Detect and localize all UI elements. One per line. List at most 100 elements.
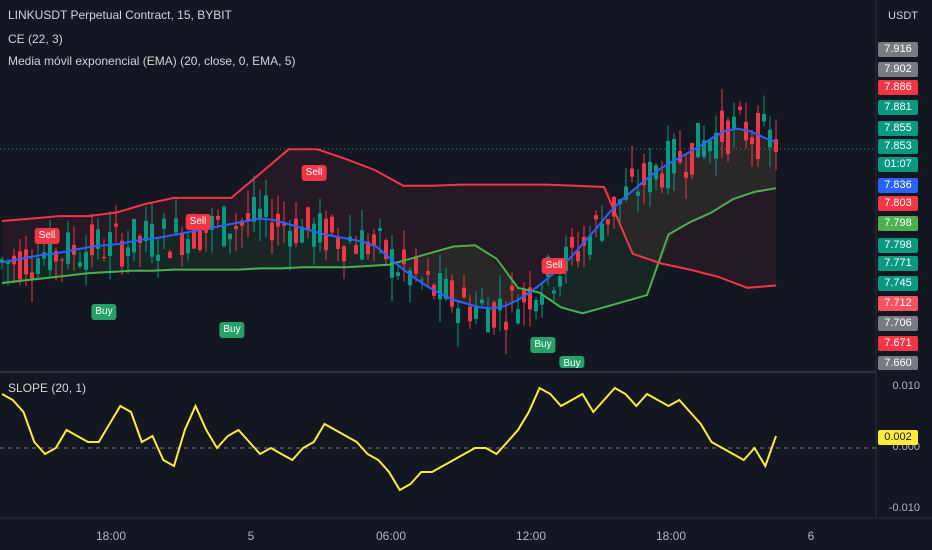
candle-body [642, 163, 646, 186]
candle-body [120, 240, 124, 267]
candle-body [54, 251, 58, 262]
ema-line [1, 127, 777, 310]
candle-body [486, 308, 490, 333]
candle-body [528, 287, 532, 310]
candle-body [606, 219, 610, 225]
candle-body [378, 228, 382, 232]
candle-body [264, 195, 268, 217]
candle-body [60, 259, 64, 261]
candle-body [768, 129, 772, 148]
candle-body [516, 309, 520, 324]
candle-body [492, 302, 496, 328]
candle-body [510, 285, 514, 291]
candle-body [468, 306, 472, 322]
candle-body [720, 110, 724, 143]
candle-body [114, 223, 118, 227]
ce-long-fill [2, 128, 776, 314]
candle-body [570, 236, 574, 248]
candle-body [624, 186, 628, 200]
candle-body [450, 280, 454, 307]
candle-body [18, 251, 22, 280]
candle-body [192, 216, 196, 249]
symbol-title: LINKUSDT Perpetual Contract, 15, BYBIT [8, 8, 232, 22]
candle-body [462, 287, 466, 298]
candle-body [150, 224, 154, 257]
price-label: 7.881 [878, 100, 918, 115]
candle-body [48, 230, 52, 271]
candle-body [0, 259, 4, 263]
candle-body [300, 226, 304, 243]
candle-body [210, 216, 214, 230]
candle-body [294, 218, 298, 244]
price-label: 7.745 [878, 276, 918, 291]
candle-body [144, 220, 148, 242]
candle-body [186, 239, 190, 254]
candle-body [312, 223, 316, 247]
candle-body [774, 139, 778, 152]
candle-body [168, 251, 172, 259]
candle-body [246, 212, 250, 221]
candle-body [480, 299, 484, 304]
candle-body [384, 240, 388, 260]
slope-indicator-label[interactable]: SLOPE (20, 1) [8, 381, 87, 395]
candle-body [690, 143, 694, 175]
candle-body [756, 112, 760, 159]
candle-body [360, 230, 364, 260]
price-label: 7.803 [878, 196, 918, 211]
candle-body [156, 254, 160, 261]
sell-signal: Sell [185, 214, 211, 230]
candle-body [726, 120, 730, 155]
candle-body [660, 173, 664, 188]
candle-body [66, 232, 70, 264]
candle-body [228, 233, 232, 240]
candle-body [282, 222, 286, 226]
candle-body [252, 197, 256, 222]
candle-body [702, 140, 706, 157]
candle-body [354, 244, 358, 254]
candle-body [714, 132, 718, 159]
candle-body [630, 168, 634, 177]
countdown-label: 01:07 [878, 157, 918, 172]
ce-indicator-label[interactable]: CE (22, 3) [8, 32, 63, 46]
price-label: 7.706 [878, 316, 918, 331]
candle-body [540, 294, 544, 305]
candle-body [6, 260, 10, 264]
price-label: 7.798 [878, 238, 918, 253]
price-label: 7.712 [878, 296, 918, 311]
candle-body [288, 230, 292, 247]
candle-body [588, 235, 592, 255]
candle-body [180, 233, 184, 256]
price-label: 7.771 [878, 256, 918, 271]
candle-body [498, 298, 502, 311]
time-tick: 18:00 [655, 529, 687, 543]
candle-body [126, 247, 130, 257]
candle-body [162, 218, 166, 229]
buy-signal: Buy [219, 322, 245, 338]
candle-body [216, 215, 220, 220]
candle-body [750, 137, 754, 145]
candle-body [96, 229, 100, 249]
candle-body [102, 256, 106, 259]
buy-signal: Buy [530, 337, 556, 353]
candle-body [456, 308, 460, 324]
candle-body [444, 278, 448, 299]
ema-indicator-label[interactable]: Media móvil exponencial (EMA) (20, close… [8, 54, 296, 68]
sell-signal: Sell [541, 258, 567, 274]
slope-line [1, 386, 777, 492]
time-tick: 18:00 [95, 529, 127, 543]
ce-long-line [1, 187, 777, 315]
time-tick: 06:00 [375, 529, 407, 543]
candle-body [306, 207, 310, 230]
candle-body [672, 138, 676, 174]
candle-body [30, 272, 34, 279]
candle-body [552, 290, 556, 294]
slope-tick: 0.010 [892, 380, 920, 392]
candle-body [366, 241, 370, 255]
candle-body [762, 113, 766, 122]
candle-body [636, 191, 640, 196]
candle-body [408, 270, 412, 286]
candle-body [336, 237, 340, 250]
time-tick: 6 [807, 529, 815, 543]
